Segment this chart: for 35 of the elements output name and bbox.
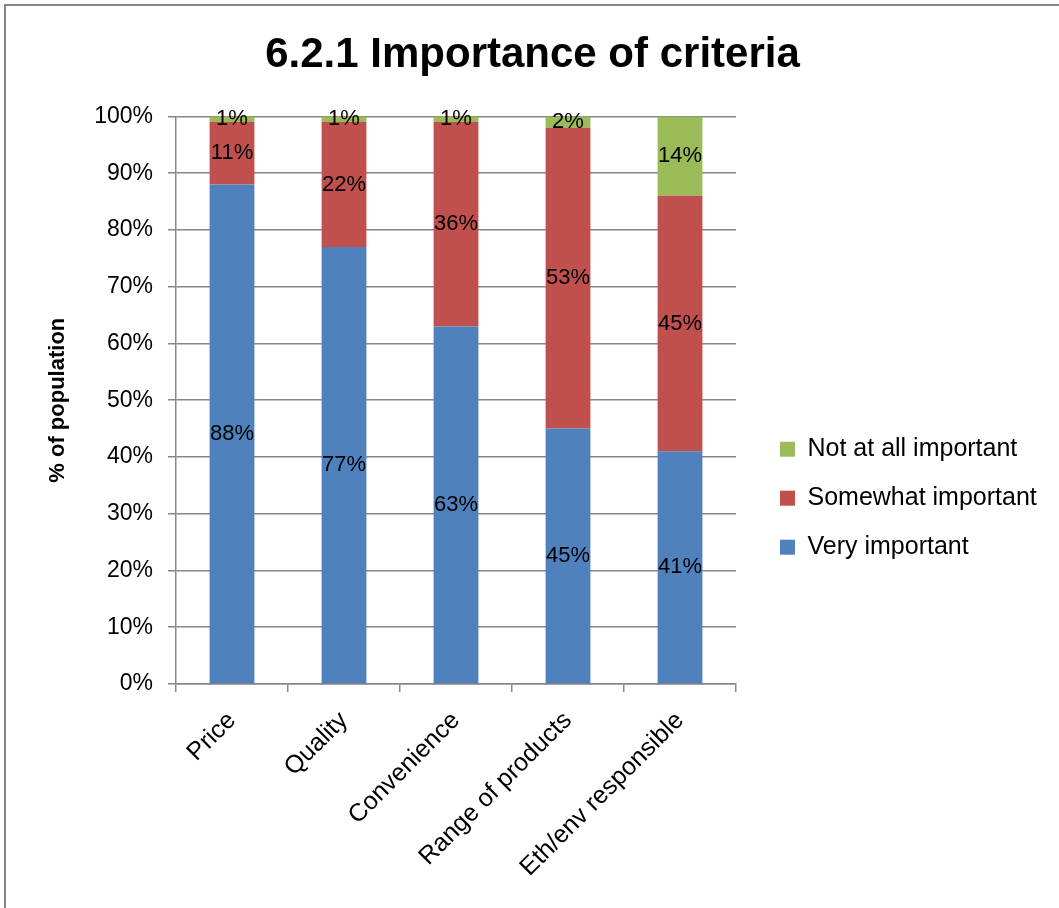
data-label: 41% xyxy=(657,553,703,579)
y-tick-label: 90% xyxy=(106,158,153,185)
y-tick-label: 0% xyxy=(119,669,153,696)
bar xyxy=(209,184,255,684)
legend-label: Somewhat important xyxy=(807,482,1037,511)
bar xyxy=(545,428,591,684)
data-label: 45% xyxy=(545,541,591,567)
data-label: 2% xyxy=(552,108,584,134)
y-axis-title: % of population xyxy=(44,317,70,483)
y-tick-label: 70% xyxy=(106,272,153,299)
y-tick-label: 40% xyxy=(106,442,153,469)
data-label: 77% xyxy=(321,451,367,477)
data-label: 14% xyxy=(657,142,703,168)
bar xyxy=(545,127,591,429)
y-tick-label: 30% xyxy=(106,499,153,526)
y-tick-label: 50% xyxy=(106,385,153,412)
bar xyxy=(657,195,703,452)
y-tick-label: 60% xyxy=(106,328,153,355)
bar xyxy=(321,246,367,684)
data-label: 22% xyxy=(321,170,367,196)
data-label: 63% xyxy=(433,490,479,516)
legend-label: Very important xyxy=(807,531,969,560)
data-label: 88% xyxy=(209,419,255,445)
y-tick-label: 100% xyxy=(94,101,153,128)
bar xyxy=(657,451,703,684)
y-tick-label: 80% xyxy=(106,215,153,242)
legend-label: Not at all important xyxy=(807,433,1018,462)
bar xyxy=(433,326,479,684)
data-label: 11% xyxy=(210,139,254,165)
data-label: 45% xyxy=(657,309,703,335)
y-tick-label: 20% xyxy=(106,555,153,582)
chart-title: 6.2.1 Importance of criteria xyxy=(265,28,801,76)
y-tick-label: 10% xyxy=(106,612,153,639)
data-label: 36% xyxy=(433,210,479,236)
data-label: 53% xyxy=(545,264,591,290)
